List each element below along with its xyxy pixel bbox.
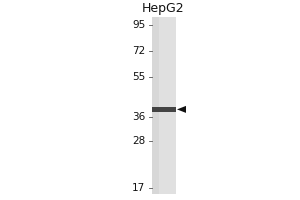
Text: HepG2: HepG2 [142, 2, 185, 15]
Text: 17: 17 [132, 183, 146, 193]
Text: 55: 55 [132, 72, 146, 82]
Bar [152, 107, 176, 112]
Text: 36: 36 [132, 112, 146, 122]
Text: 95: 95 [132, 20, 146, 30]
Text: 72: 72 [132, 46, 146, 56]
Bar [152, 17, 176, 194]
Text: 28: 28 [132, 136, 146, 146]
Polygon shape [177, 106, 186, 113]
Bar [152, 17, 159, 194]
